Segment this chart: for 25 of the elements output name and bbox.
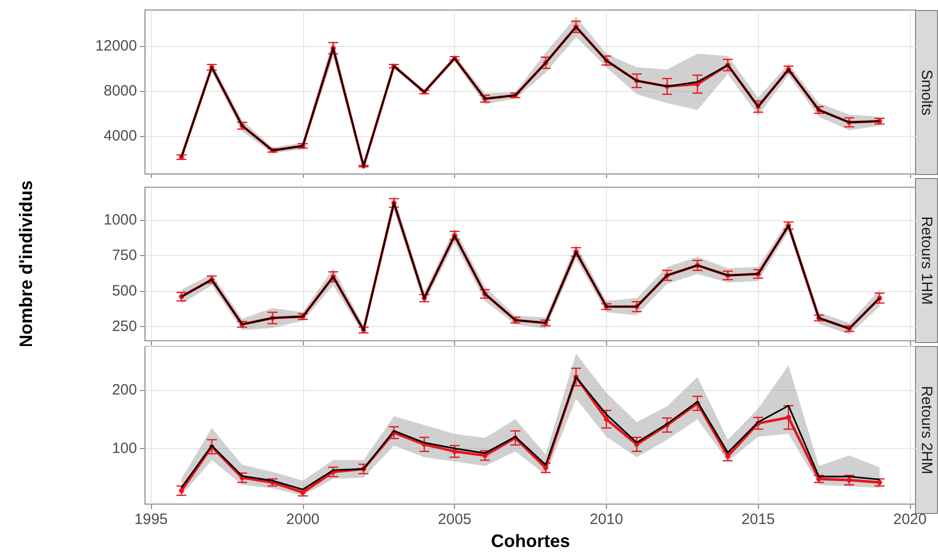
- y-tick-label: 500: [112, 282, 137, 300]
- point: [725, 454, 730, 459]
- x-tick-label: 2005: [438, 511, 472, 528]
- x-tick-label: 2000: [286, 511, 320, 528]
- y-tick-label: 250: [112, 318, 137, 336]
- x-tick-label: 2010: [590, 511, 624, 528]
- x-axis-title: Cohortes: [490, 531, 570, 551]
- text: Smolts: [918, 70, 935, 116]
- text: Retours 1HM: [918, 216, 935, 305]
- point: [846, 478, 852, 483]
- x-tick-label: 1995: [134, 511, 168, 528]
- y-tick-label: 12000: [95, 37, 137, 54]
- point: [452, 448, 458, 454]
- y-tick-label: 750: [112, 246, 137, 264]
- y-tick-label: 4000: [104, 127, 137, 144]
- point: [604, 416, 609, 422]
- x-tick-label: 2015: [741, 511, 775, 528]
- text: Retours 2HM: [918, 386, 935, 474]
- y-tick-label: 1000: [104, 211, 137, 228]
- y-tick-label: 8000: [104, 82, 137, 100]
- y-tick-label: 100: [112, 440, 137, 457]
- y-tick-label: 200: [112, 381, 137, 398]
- point: [178, 488, 184, 494]
- x-tick-label: 2020: [893, 511, 927, 528]
- point: [786, 414, 792, 420]
